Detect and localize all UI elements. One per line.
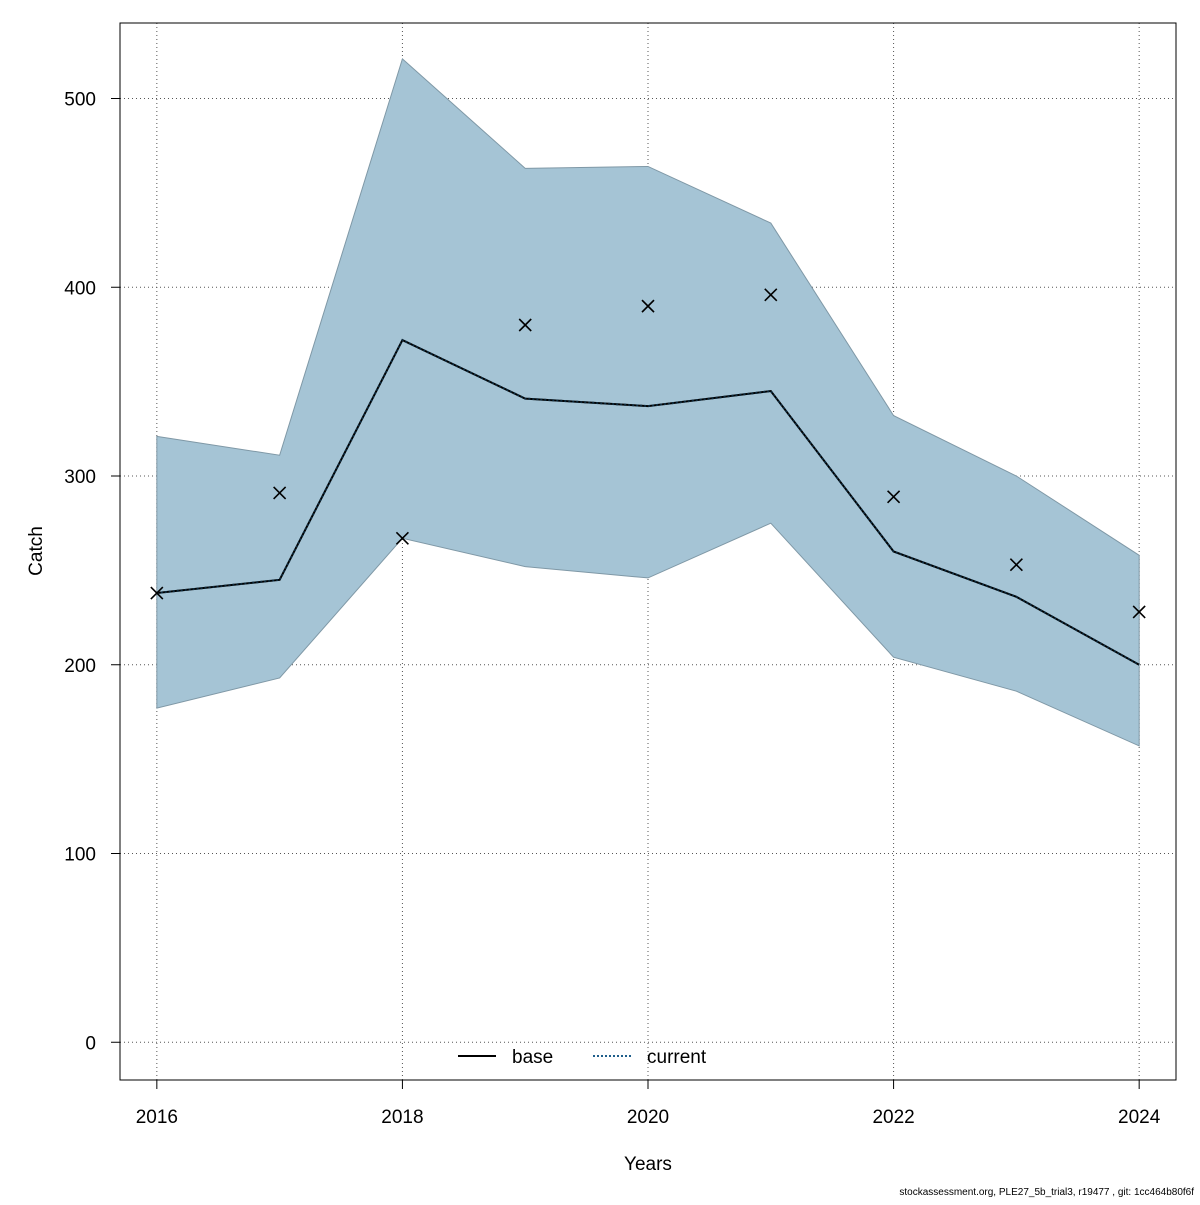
y-tick-label: 200 xyxy=(64,656,96,677)
confidence-band xyxy=(156,57,1140,747)
x-tick-label: 2016 xyxy=(136,1107,178,1128)
observation-stroke xyxy=(1132,605,1146,619)
y-axis-title: Catch xyxy=(26,526,47,576)
x-tick-label: 2024 xyxy=(1118,1107,1161,1128)
axis-layer: 2016 2018 2020 2022 2024 0 100 200 300 400 500 xyxy=(64,90,1160,1129)
observation-point-2019 xyxy=(518,318,532,332)
observation-stroke xyxy=(518,318,532,332)
observation-point-2022 xyxy=(887,490,901,504)
observation-point-2016 xyxy=(150,586,164,600)
footer-note: stockassessment.org, PLE27_5b_trial3, r1… xyxy=(899,1187,1194,1198)
observation-stroke xyxy=(273,486,287,500)
legend-label-current: current xyxy=(647,1047,707,1068)
y-tick-label: 300 xyxy=(64,467,96,488)
observation-layer xyxy=(150,288,1146,619)
legend-label-base: base xyxy=(512,1047,553,1068)
y-tick-label: 500 xyxy=(64,90,96,111)
y-tick-label: 400 xyxy=(64,278,96,299)
x-tick-label: 2022 xyxy=(872,1107,914,1128)
observation-point-2021 xyxy=(764,288,778,302)
observation-point-2023 xyxy=(1009,558,1023,572)
observation-point-2020 xyxy=(641,299,655,313)
observation-stroke xyxy=(395,531,409,545)
legend: base current xyxy=(458,1047,707,1068)
y-tick-label: 0 xyxy=(85,1033,96,1054)
x-tick-label: 2018 xyxy=(381,1107,423,1128)
confidence-band-layer xyxy=(156,57,1140,747)
observation-point-2018 xyxy=(395,531,409,545)
x-axis-title: Years xyxy=(624,1154,672,1175)
series-line-layer xyxy=(156,338,1140,666)
observation-stroke xyxy=(150,586,164,600)
observation-point-2024 xyxy=(1132,605,1146,619)
observation-stroke xyxy=(1009,558,1023,572)
observation-stroke xyxy=(887,490,901,504)
y-tick-label: 100 xyxy=(64,845,96,866)
observation-point-2017 xyxy=(273,486,287,500)
series-line-current xyxy=(156,338,1140,666)
x-tick-label: 2020 xyxy=(627,1107,669,1128)
observation-stroke xyxy=(764,288,778,302)
observation-stroke xyxy=(641,299,655,313)
